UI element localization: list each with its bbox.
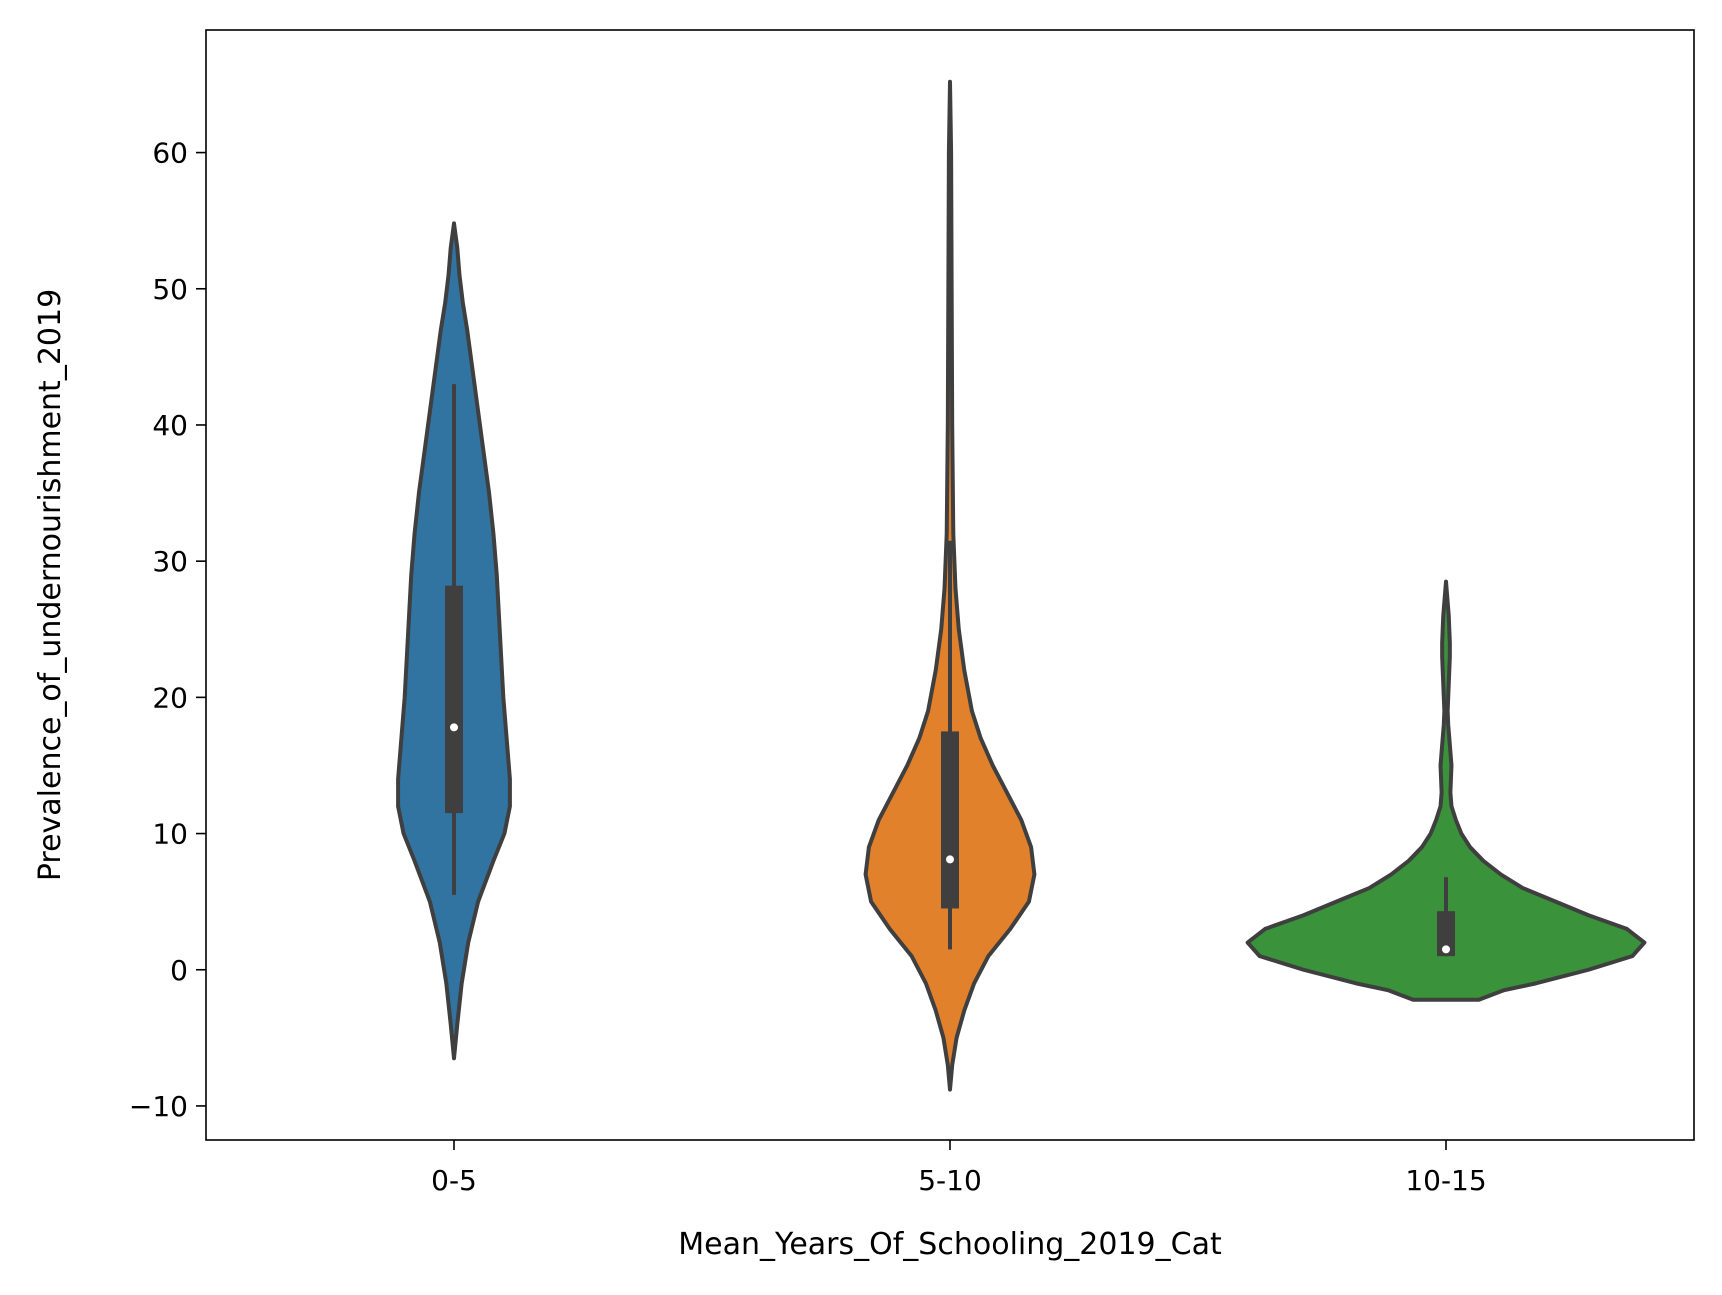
violin-10-15 [1245,579,1647,1002]
iqr-box-0-5 [445,585,463,814]
y-tick-label: 30 [152,545,188,578]
iqr-box-10-15 [1437,911,1455,957]
x-tick-label: 10-15 [1405,1164,1486,1197]
y-tick-label: 20 [152,681,188,714]
y-axis: −10 0 10 20 30 40 50 60 [129,137,206,1123]
x-tick-label: 0-5 [431,1164,477,1197]
y-tick-label: 10 [152,818,188,851]
box-markers-group [445,384,1455,957]
y-tick-label: 60 [152,137,188,170]
y-tick-label: 0 [170,954,188,987]
x-axis-label: Mean_Years_Of_Schooling_2019_Cat [678,1227,1222,1262]
median-dot-0-5 [450,723,458,732]
y-tick-label: 50 [152,273,188,306]
x-axis: 0-5 5-10 10-15 [431,1140,1487,1197]
y-tick-label: −10 [129,1090,188,1123]
x-tick-label: 5-10 [918,1164,982,1197]
median-dot-10-15 [1442,945,1450,954]
y-tick-label: 40 [152,409,188,442]
iqr-box-5-10 [941,731,959,909]
y-axis-label: Prevalence_of_undernourishment_2019 [33,289,68,881]
median-dot-5-10 [946,855,954,864]
